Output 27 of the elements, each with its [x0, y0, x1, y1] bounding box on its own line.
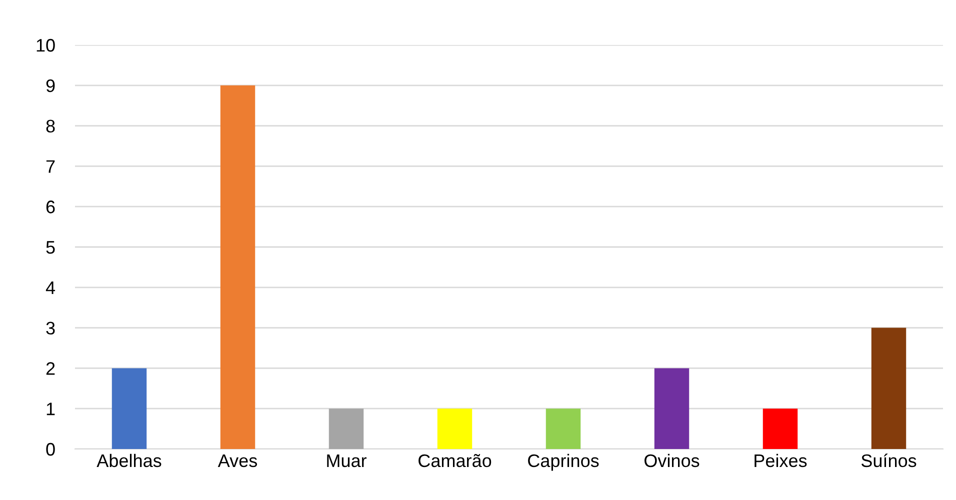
x-tick-label: Ovinos	[644, 454, 700, 468]
y-tick-label: 9	[46, 79, 55, 92]
x-tick-label: Muar	[327, 454, 367, 468]
y-tick-label: 3	[46, 322, 55, 335]
bar	[546, 408, 581, 449]
y-tick-label: 10	[36, 38, 55, 52]
y-tick-label: 4	[46, 282, 56, 294]
bar	[328, 408, 364, 449]
y-tick-label: 7	[46, 160, 55, 173]
y-tick-label: 6	[46, 200, 55, 214]
x-tick-label: Peixes	[754, 454, 807, 468]
x-tick-label: Camarão	[418, 454, 492, 468]
x-tick-label: Aves	[218, 454, 258, 468]
y-tick-label: 0	[46, 442, 55, 456]
y-tick-label: 8	[46, 120, 55, 133]
x-tick-label: Abelhas	[96, 454, 162, 468]
y-tick-label: 5	[46, 241, 55, 254]
bar	[220, 85, 256, 449]
bar	[112, 368, 147, 449]
bar	[654, 368, 690, 449]
x-tick-label: Suínos	[861, 454, 916, 468]
bar	[437, 408, 472, 449]
y-tick-label: 2	[46, 362, 55, 375]
x-tick-label: Caprinos	[528, 454, 599, 471]
y-tick-label: 1	[46, 402, 55, 416]
bar	[762, 408, 798, 449]
bar	[871, 328, 906, 449]
